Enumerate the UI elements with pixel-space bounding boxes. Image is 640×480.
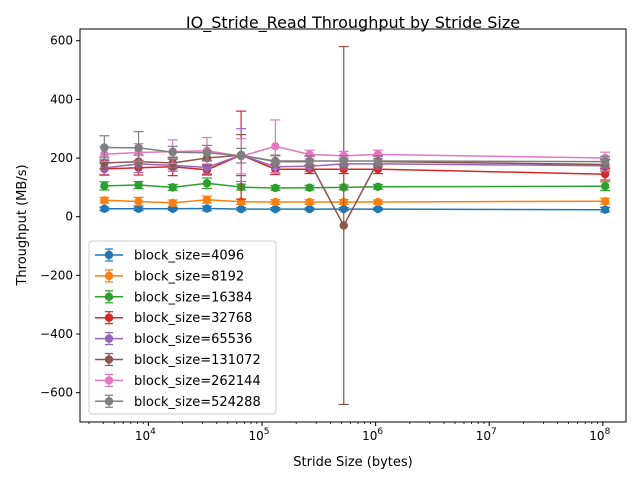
- data-point: [305, 197, 314, 207]
- data-point: [271, 183, 280, 193]
- legend-label: block_size=4096: [134, 249, 244, 264]
- data-point: [373, 204, 383, 214]
- data-point: [100, 196, 109, 205]
- x-axis-label: Stride Size (bytes): [293, 455, 412, 470]
- y-tick-label: 200: [50, 151, 73, 165]
- legend-item: block_size=16384: [95, 290, 252, 305]
- data-point: [373, 150, 383, 159]
- legend-label: block_size=262144: [134, 374, 261, 389]
- legend-label: block_size=524288: [134, 395, 261, 410]
- data-point: [134, 204, 143, 213]
- data-point: [168, 183, 177, 192]
- legend-item: block_size=8192: [95, 269, 244, 284]
- legend: block_size=4096 block_size=8192 block_size…: [88, 240, 277, 415]
- data-point: [373, 182, 383, 191]
- y-tick-label: −600: [40, 386, 73, 400]
- chart-title: IO_Stride_Read Throughput by Stride Size: [186, 13, 520, 33]
- y-tick-label: 600: [50, 34, 73, 48]
- data-point: [339, 156, 348, 166]
- data-point: [202, 148, 212, 157]
- legend-marker: [104, 271, 114, 281]
- x-tick-label: 107: [476, 427, 497, 443]
- legend-label: block_size=16384: [134, 290, 252, 305]
- data-point: [305, 150, 314, 159]
- series-line: [104, 207, 606, 211]
- data-point: [600, 205, 610, 214]
- data-point: [305, 156, 314, 166]
- series: [99, 177, 611, 193]
- legend-item: block_size=32768: [95, 311, 252, 326]
- x-tick-label: 106: [362, 427, 383, 443]
- data-point: [202, 179, 212, 188]
- data-point: [305, 204, 314, 214]
- legend-marker: [104, 334, 114, 343]
- series-line: [104, 198, 606, 204]
- data-point: [271, 156, 280, 166]
- series-line: [104, 154, 606, 169]
- y-tick-label: −200: [40, 268, 73, 282]
- data-point: [236, 151, 246, 160]
- data-point: [202, 204, 212, 213]
- legend-label: block_size=8192: [134, 269, 244, 284]
- data-point: [271, 204, 280, 214]
- data-point: [271, 142, 280, 151]
- data-point: [600, 157, 610, 166]
- legend-item: block_size=4096: [95, 248, 244, 264]
- series: [99, 195, 611, 208]
- data-point: [100, 181, 109, 191]
- data-point: [373, 197, 383, 207]
- x-tick-label: 108: [589, 427, 610, 443]
- data-point: [202, 195, 212, 204]
- series-line: [104, 145, 606, 159]
- data-point: [236, 204, 246, 214]
- plot-frame: [79, 28, 627, 423]
- series-line: [104, 154, 606, 175]
- data-point: [305, 183, 314, 192]
- legend-label: block_size=65536: [134, 332, 252, 347]
- legend-marker: [104, 376, 114, 385]
- legend-item: block_size=65536: [95, 332, 252, 347]
- data-point: [134, 197, 143, 206]
- data-point: [271, 197, 280, 207]
- data-point: [339, 221, 348, 230]
- legend-marker: [104, 292, 114, 301]
- data-point: [134, 180, 143, 190]
- series-layer: [99, 45, 611, 406]
- y-tick-label: 0: [65, 210, 73, 224]
- data-point: [100, 204, 109, 213]
- data-point: [134, 143, 143, 152]
- legend-label: block_size=131072: [134, 353, 261, 368]
- data-point: [168, 204, 177, 213]
- legend-item: block_size=131072: [95, 352, 261, 368]
- data-point: [168, 147, 177, 157]
- data-point: [600, 196, 610, 206]
- legend-marker: [104, 250, 114, 260]
- data-point: [168, 198, 177, 208]
- axis-ticks: −600 −400 −200 0 200 400 600 104 105 106 107 108: [40, 34, 611, 443]
- series: [99, 204, 611, 214]
- legend-marker: [104, 313, 114, 322]
- x-tick-label: 104: [135, 427, 156, 443]
- series-line: [104, 146, 606, 163]
- legend-item: block_size=524288: [95, 394, 261, 410]
- series-line: [104, 182, 606, 189]
- legend-marker: [104, 355, 114, 364]
- y-axis-label: Throughput (MB/s): [15, 164, 30, 286]
- legend-marker: [104, 397, 114, 406]
- y-tick-label: 400: [50, 92, 73, 106]
- data-point: [600, 182, 610, 191]
- plot-area: [79, 28, 627, 423]
- data-point: [100, 158, 109, 168]
- y-tick-label: −400: [40, 327, 73, 341]
- x-tick-label: 105: [248, 427, 269, 443]
- data-point: [100, 143, 109, 152]
- data-point: [373, 156, 383, 166]
- legend-label: block_size=32768: [134, 311, 252, 326]
- series: [99, 131, 611, 168]
- legend-item: block_size=262144: [95, 373, 261, 389]
- legend-frame: [88, 240, 277, 415]
